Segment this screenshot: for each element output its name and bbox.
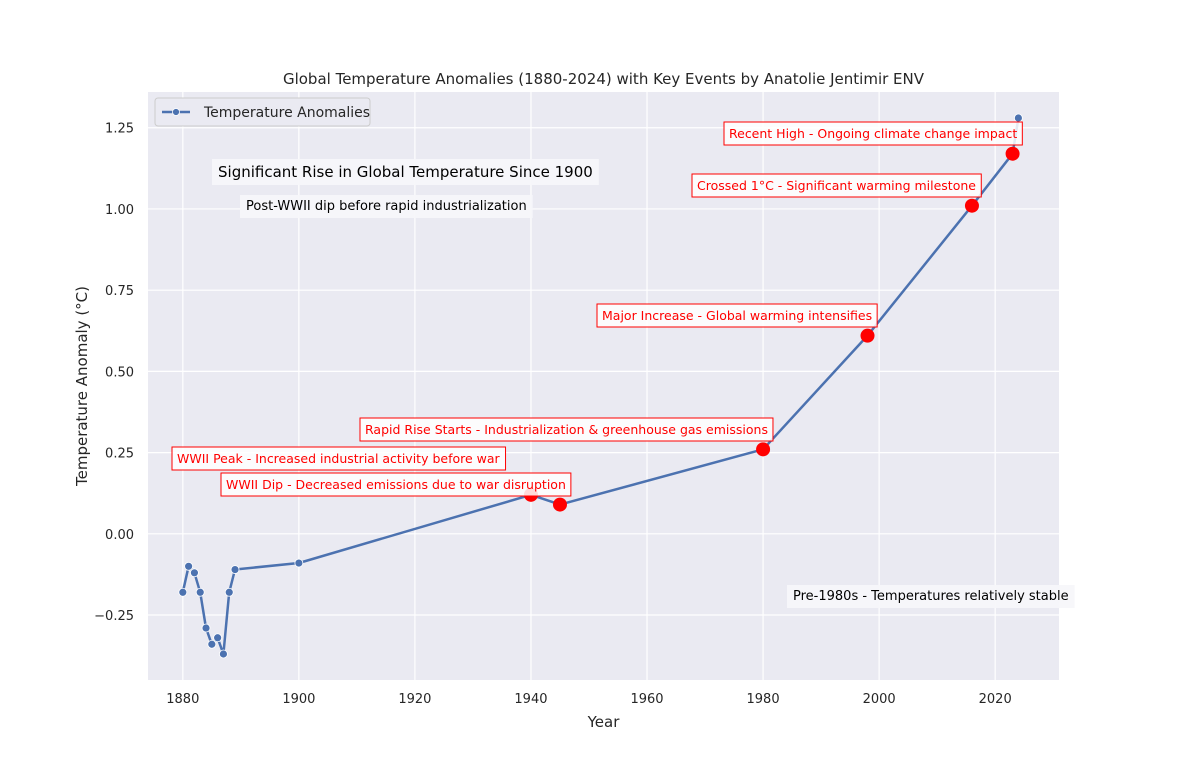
note-text: Pre-1980s - Temperatures relatively stab…	[793, 589, 1069, 604]
y-tick-label: 0.00	[105, 528, 134, 543]
annotation-text: WWII Dip - Decreased emissions due to wa…	[226, 477, 566, 492]
x-tick-label: 1880	[166, 692, 199, 707]
y-axis-label: Temperature Anomaly (°C)	[73, 286, 91, 487]
data-point	[213, 633, 223, 643]
data-point	[190, 568, 199, 578]
legend-entry: Temperature Anomalies	[203, 105, 370, 121]
annotation-box	[723, 121, 1023, 146]
x-axis: 1880 1900 1920 1940 1960 1980 2000 2020	[166, 692, 1011, 707]
y-tick-label: 0.75	[105, 284, 134, 299]
annotation-text: Recent High - Ongoing climate change imp…	[729, 126, 1017, 141]
annotation-box	[691, 173, 982, 198]
x-tick-label: 2020	[979, 692, 1012, 707]
x-tick-label: 2000	[863, 692, 896, 707]
y-tick-label: 1.25	[105, 122, 134, 137]
chart-title: Global Temperature Anomalies (1880-2024)…	[283, 70, 925, 88]
event-marker	[552, 497, 567, 512]
data-point	[178, 587, 188, 597]
annotation-text: Major Increase - Global warming intensif…	[602, 308, 872, 323]
legend-frame	[154, 97, 371, 127]
data-point	[224, 587, 234, 597]
event-annotation: Rapid Rise Starts - Industrialization & …	[359, 417, 774, 442]
x-tick-label: 1900	[282, 692, 315, 707]
note-box	[787, 585, 1075, 608]
note-annotation: Significant Rise in Global Temperature S…	[212, 159, 599, 185]
note-box	[240, 195, 533, 218]
y-tick-label: −0.25	[94, 609, 134, 624]
series-layer	[178, 113, 1023, 659]
x-tick-label: 1980	[747, 692, 780, 707]
annotation-box	[220, 472, 572, 497]
data-point	[195, 587, 205, 597]
event-marker	[964, 198, 979, 213]
data-point	[230, 565, 240, 574]
x-tick-label: 1940	[514, 692, 547, 707]
data-point	[219, 649, 228, 659]
note-box	[212, 159, 599, 185]
event-annotation: WWII Peak - Increased industrial activit…	[171, 446, 507, 471]
annotation-box	[171, 446, 507, 471]
event-annotation: Major Increase - Global warming intensif…	[596, 303, 878, 328]
data-point	[1013, 113, 1023, 123]
note-text: Post-WWII dip before rapid industrializa…	[246, 199, 527, 214]
y-tick-label: 0.50	[105, 365, 134, 380]
y-tick-label: 1.00	[105, 203, 134, 218]
data-point	[207, 639, 217, 649]
event-marker	[756, 442, 771, 457]
x-axis-label: Year	[587, 713, 621, 731]
y-tick-label: 0.25	[105, 447, 134, 462]
y-axis: −0.25 0.00 0.25 0.50 0.75 1.00 1.25	[94, 122, 134, 624]
annotation-text: WWII Peak - Increased industrial activit…	[177, 451, 501, 466]
note-text: Significant Rise in Global Temperature S…	[218, 163, 593, 181]
note-annotation: Pre-1980s - Temperatures relatively stab…	[787, 585, 1075, 608]
data-point	[184, 561, 194, 571]
note-annotation: Post-WWII dip before rapid industrializa…	[240, 195, 533, 218]
data-point	[201, 623, 211, 633]
annotation-box	[359, 417, 774, 442]
legend: Temperature Anomalies	[154, 97, 371, 127]
event-annotation: Crossed 1°C - Significant warming milest…	[691, 173, 982, 198]
event-marker	[860, 328, 875, 343]
event-annotation: Recent High - Ongoing climate change imp…	[723, 121, 1023, 146]
event-annotation: WWII Dip - Decreased emissions due to wa…	[220, 472, 572, 497]
annotation-text: Crossed 1°C - Significant warming milest…	[697, 178, 976, 193]
x-tick-label: 1960	[630, 692, 663, 707]
data-point	[294, 558, 304, 568]
x-tick-label: 1920	[398, 692, 431, 707]
annotation-box	[596, 303, 878, 328]
annotations: WWII Peak - Increased industrial activit…	[171, 121, 1075, 608]
annotation-text: Rapid Rise Starts - Industrialization & …	[365, 422, 768, 437]
event-marker	[1005, 146, 1020, 161]
legend-marker-swatch	[172, 108, 180, 116]
